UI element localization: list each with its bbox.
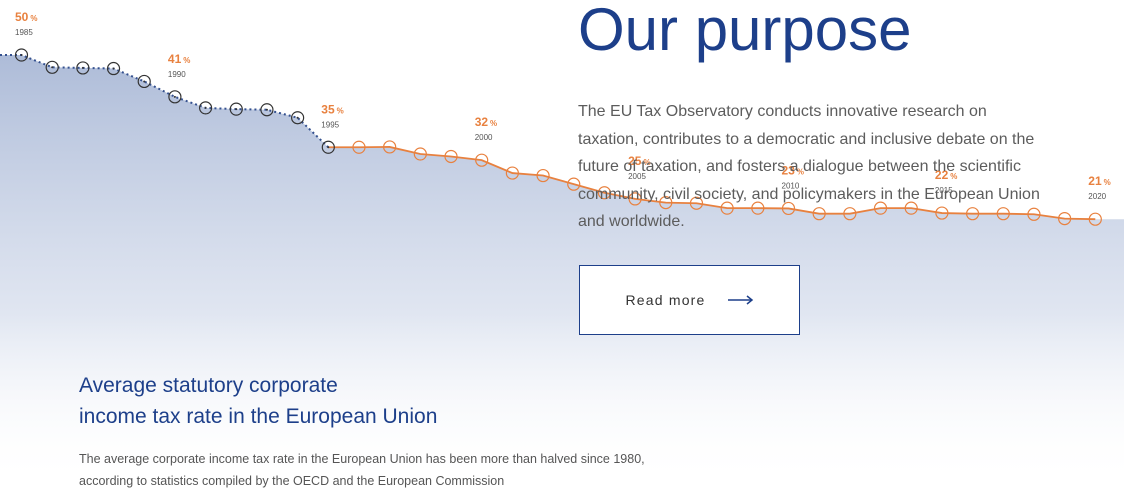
data-point-center-1989 <box>143 80 146 83</box>
callout-year-2005: 2005 <box>628 172 646 181</box>
data-point-1986[interactable] <box>45 60 59 74</box>
data-point-center-1992 <box>235 108 238 111</box>
data-point-center-1994 <box>296 116 299 119</box>
callout-value-2020: 21% <box>1088 174 1110 188</box>
data-point-center-1995 <box>327 146 330 149</box>
callout-year-2020: 2020 <box>1088 192 1106 201</box>
data-point-2005[interactable] <box>628 192 642 206</box>
data-point-1991[interactable] <box>198 101 213 115</box>
data-point-center-1990 <box>173 95 176 98</box>
data-point-center-1987 <box>81 66 84 69</box>
data-point-2015[interactable] <box>935 206 949 220</box>
callout-value-2005: 25% <box>628 154 650 168</box>
chart-label-layer: 50 % 1985 41 % 1990 35 % 1995 32 % 2000 25 % 2005 23 % 20… <box>15 10 1111 201</box>
read-more-button[interactable]: Read more <box>579 265 800 335</box>
chart-description: The average corporate income tax rate in… <box>79 452 645 488</box>
data-point-1994[interactable] <box>291 111 305 125</box>
data-point-1988[interactable] <box>106 61 121 76</box>
chart-line-layer <box>0 54 1096 221</box>
data-point-1997[interactable] <box>383 140 397 154</box>
data-point-2011[interactable] <box>812 207 826 221</box>
data-point-1995[interactable] <box>321 140 335 154</box>
read-more-label: Read more <box>625 292 706 308</box>
data-point-2019[interactable] <box>1058 211 1072 226</box>
data-point-2018[interactable] <box>1027 207 1041 221</box>
callout-year-2000: 2000 <box>475 133 493 142</box>
callout-year-2015: 2015 <box>935 186 953 195</box>
data-point-1987[interactable] <box>76 61 90 75</box>
data-point-2006[interactable] <box>659 196 673 210</box>
data-point-center-1985 <box>20 54 23 56</box>
purpose-description: The EU Tax Observatory conducts innovati… <box>578 103 1040 230</box>
data-point-2007[interactable] <box>689 196 704 210</box>
data-point-2004[interactable] <box>597 186 612 200</box>
callout-unit-2000: % <box>490 119 497 128</box>
series-line-recent <box>328 146 1096 221</box>
data-point-2002[interactable] <box>536 168 550 183</box>
chart-heading-line1: Average statutory corporate <box>79 374 338 397</box>
data-point-2009[interactable] <box>751 201 765 215</box>
data-point-center-1988 <box>112 67 115 70</box>
data-point-2014[interactable] <box>904 201 918 215</box>
series-line-historical <box>0 54 329 148</box>
data-point-1999[interactable] <box>444 149 458 164</box>
data-point-2012[interactable] <box>843 207 857 221</box>
data-point-center-1993 <box>265 108 268 111</box>
data-point-2003[interactable] <box>567 177 581 191</box>
callout-unit-1990: % <box>183 56 190 65</box>
chart-point-layer <box>14 48 1102 226</box>
data-point-2001[interactable] <box>505 166 519 180</box>
callout-unit-1995: % <box>337 106 344 115</box>
callout-year-1985: 1985 <box>15 28 33 37</box>
callout-value-1990: 41% <box>168 52 190 66</box>
data-point-1992[interactable] <box>229 102 243 116</box>
data-point-2008[interactable] <box>720 201 734 215</box>
data-point-1989[interactable] <box>137 74 151 89</box>
data-point-center-1991 <box>204 106 207 109</box>
chart-heading-line2: income tax rate in the European Union <box>79 405 438 428</box>
chart-area-layer <box>0 55 1124 486</box>
callout-unit-2015: % <box>950 172 957 181</box>
callout-year-1990: 1990 <box>168 70 186 79</box>
data-point-2010[interactable] <box>781 201 796 216</box>
callout-unit-2005: % <box>643 158 650 167</box>
data-point-2016[interactable] <box>965 207 980 221</box>
chart-area <box>0 55 1124 486</box>
data-point-2013[interactable] <box>873 201 888 215</box>
arrow-right-icon <box>727 295 754 305</box>
callout-value-2000: 32% <box>475 115 497 129</box>
data-point-1990[interactable] <box>168 90 182 104</box>
data-point-1993[interactable] <box>260 103 274 117</box>
callout-year-1995: 1995 <box>321 120 339 129</box>
callout-unit-2010: % <box>797 167 804 176</box>
callout-value-1985: 50% <box>15 10 37 24</box>
data-point-2017[interactable] <box>996 207 1010 221</box>
callout-value-2015: 22% <box>935 168 957 182</box>
data-point-center-1986 <box>51 66 54 69</box>
data-point-1996[interactable] <box>352 140 366 154</box>
data-point-2020[interactable] <box>1088 212 1102 226</box>
data-point-2000[interactable] <box>475 153 489 167</box>
callout-unit-1985: % <box>30 14 37 23</box>
callout-value-1995: 35% <box>321 102 343 116</box>
page-title: Our purpose <box>578 0 912 63</box>
chart-heading: Average statutory corporate income tax r… <box>79 370 559 432</box>
callout-value-2010: 23% <box>782 163 804 177</box>
data-point-1985[interactable] <box>14 48 29 62</box>
data-point-1998[interactable] <box>413 147 427 161</box>
callout-year-2010: 2010 <box>782 181 800 190</box>
callout-unit-2020: % <box>1104 178 1111 187</box>
